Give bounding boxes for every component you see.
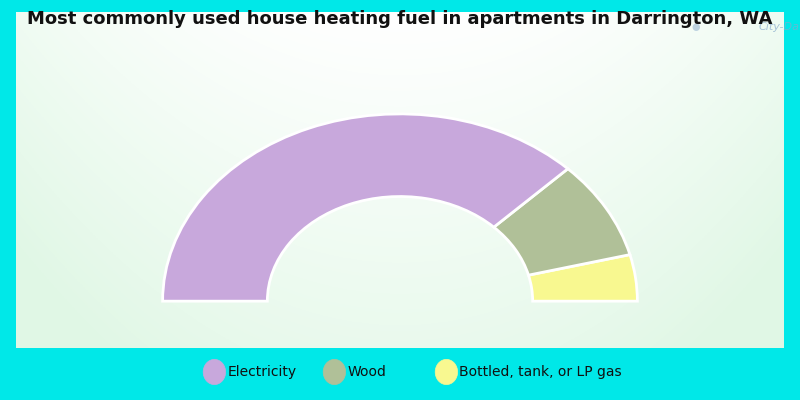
Wedge shape <box>494 169 630 275</box>
Text: City-Data.com: City-Data.com <box>758 22 800 32</box>
Text: Bottled, tank, or LP gas: Bottled, tank, or LP gas <box>459 365 622 379</box>
Ellipse shape <box>435 359 458 385</box>
Text: Wood: Wood <box>347 365 386 379</box>
Wedge shape <box>162 114 568 301</box>
Text: Most commonly used house heating fuel in apartments in Darrington, WA: Most commonly used house heating fuel in… <box>27 10 773 28</box>
Text: ●: ● <box>692 22 700 32</box>
Text: Electricity: Electricity <box>227 365 296 379</box>
Ellipse shape <box>203 359 226 385</box>
Ellipse shape <box>323 359 346 385</box>
Wedge shape <box>529 255 638 301</box>
